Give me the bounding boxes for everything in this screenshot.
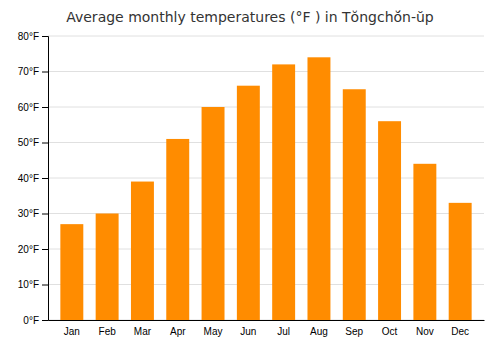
plot: 0°F 10°F 20°F 30°F 40°F 50°F 60°F 70°F 80°F Jan Fe… — [18, 31, 485, 337]
x-tick-label: Jul — [277, 326, 290, 337]
x-tick: Dec — [451, 326, 469, 337]
bar — [131, 182, 154, 320]
y-tick-mark — [42, 143, 48, 144]
bar — [237, 86, 260, 320]
y-tick-mark — [42, 249, 48, 250]
x-axis: Jan Feb Mar Apr May Jun Jul Aug Sep Oct Nov Dec — [49, 321, 485, 338]
x-tick-label: Apr — [170, 326, 186, 337]
grid-line — [48, 71, 484, 72]
y-axis-line — [42, 37, 49, 321]
x-tick: Sep — [345, 326, 363, 337]
x-tick: Apr — [170, 326, 186, 337]
bar — [307, 57, 330, 320]
y-tick-mark — [42, 178, 48, 179]
x-tick-label: Sep — [345, 326, 363, 337]
x-tick: Mar — [134, 326, 152, 337]
y-tick-label: 60°F — [18, 102, 39, 113]
y-tick: 30°F — [18, 208, 48, 219]
bar — [413, 164, 436, 320]
grid-line — [48, 107, 484, 108]
x-tick: Aug — [310, 326, 328, 337]
y-tick: 60°F — [18, 102, 48, 113]
x-tick-label: Jan — [64, 326, 80, 337]
y-tick-mark — [42, 72, 48, 73]
y-tick: 0°F — [23, 315, 48, 326]
chart: 0°F 10°F 20°F 30°F 40°F 50°F 60°F 70°F 80°F Jan Fe… — [0, 0, 500, 350]
bar — [166, 139, 189, 320]
bar — [343, 89, 366, 320]
x-tick-label: Jun — [240, 326, 256, 337]
x-tick-label: Aug — [310, 326, 328, 337]
y-tick-label: 30°F — [18, 208, 39, 219]
y-tick: 50°F — [18, 137, 48, 148]
title: Average monthly temperatures (°F ) in Tŏ… — [66, 9, 434, 25]
y-tick-mark — [42, 214, 48, 215]
y-tick-label: 10°F — [18, 279, 39, 290]
x-tick-label: Nov — [416, 326, 434, 337]
y-tick: 80°F — [18, 31, 48, 42]
y-tick-label: 70°F — [18, 66, 39, 77]
x-tick: Nov — [416, 326, 434, 337]
x-tick-label: Feb — [99, 326, 117, 337]
y-tick: 20°F — [18, 244, 48, 255]
y-tick-mark — [42, 36, 48, 37]
x-tick-label: May — [204, 326, 223, 337]
y-tick-label: 40°F — [18, 173, 39, 184]
y-tick-label: 20°F — [18, 244, 39, 255]
y-tick: 70°F — [18, 66, 48, 77]
x-tick: Oct — [382, 326, 398, 337]
bar — [272, 64, 295, 320]
y-tick-label: 0°F — [23, 315, 39, 326]
y-tick-mark — [42, 320, 48, 321]
y-tick: 40°F — [18, 173, 48, 184]
x-tick: Feb — [99, 326, 117, 337]
bar — [449, 203, 472, 320]
y-tick-label: 80°F — [18, 31, 39, 42]
y-tick-mark — [42, 285, 48, 286]
bar — [378, 121, 401, 320]
y-axis: 0°F 10°F 20°F 30°F 40°F 50°F 60°F 70°F 80°F — [18, 31, 49, 326]
x-axis-line — [49, 320, 485, 321]
bar — [60, 224, 83, 320]
bar — [96, 214, 119, 321]
y-tick: 10°F — [18, 279, 48, 290]
grid-line — [48, 142, 484, 143]
x-tick: Jul — [277, 326, 290, 337]
bar — [202, 107, 225, 320]
x-tick-label: Mar — [134, 326, 152, 337]
grid-line — [48, 36, 484, 37]
x-tick: Jan — [64, 326, 80, 337]
x-tick-label: Oct — [382, 326, 398, 337]
x-tick: May — [204, 326, 223, 337]
x-tick: Jun — [240, 326, 256, 337]
x-tick-label: Dec — [451, 326, 469, 337]
grid — [48, 36, 484, 320]
bars — [60, 57, 471, 320]
y-tick-mark — [42, 107, 48, 108]
y-tick-label: 50°F — [18, 137, 39, 148]
